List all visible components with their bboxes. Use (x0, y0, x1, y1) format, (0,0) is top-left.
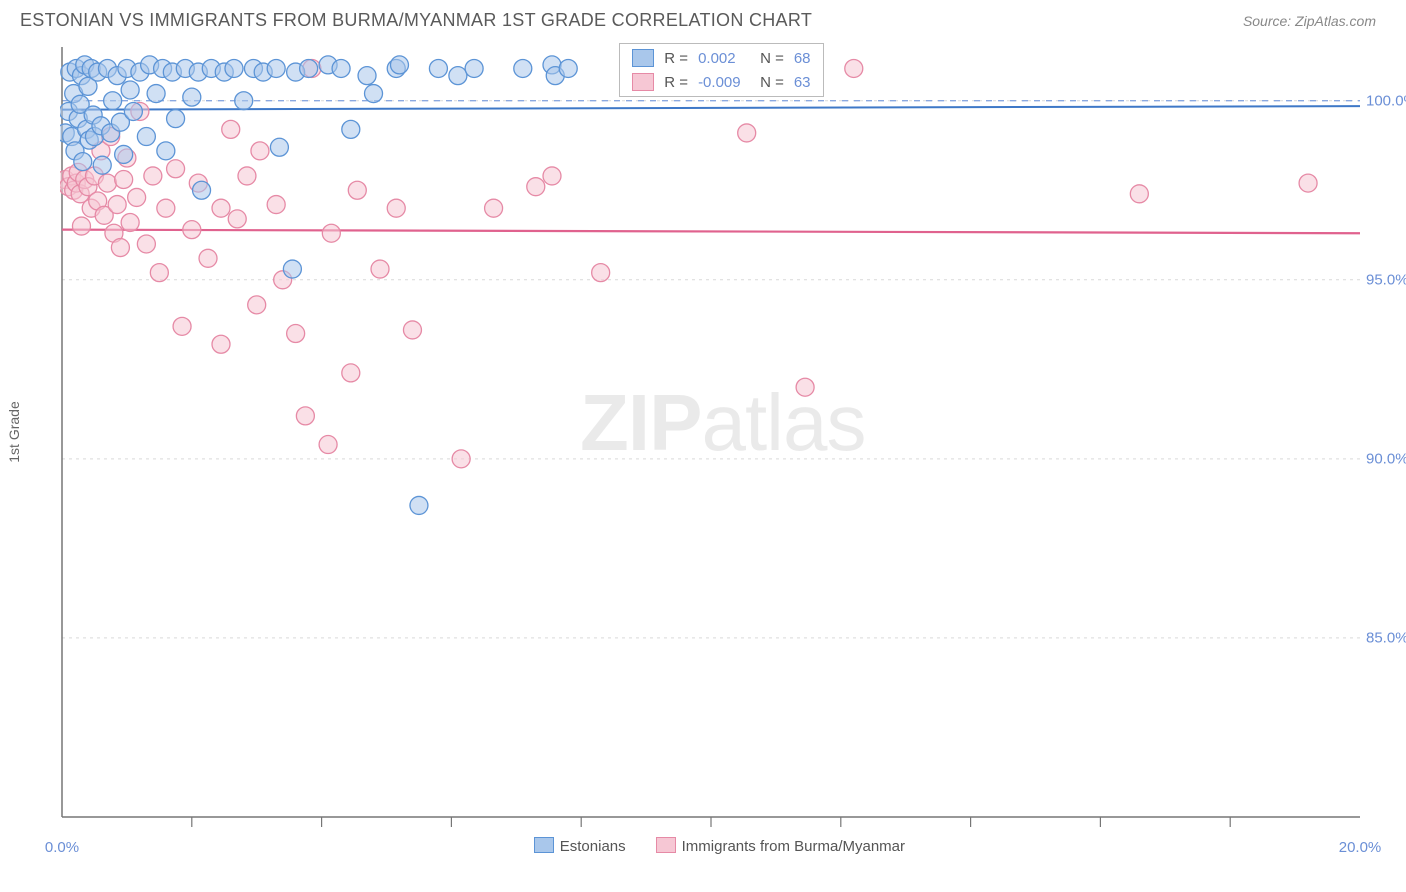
x-tick-label: 0.0% (45, 839, 79, 856)
legend-item: Estonians (534, 837, 626, 855)
legend-label: Estonians (560, 838, 626, 855)
correlation-legend-row: R = -0.009 N = 63 (620, 70, 822, 94)
n-value: 63 (794, 74, 811, 91)
y-tick-label: 95.0% (1366, 271, 1388, 288)
y-axis-label: 1st Grade (6, 401, 22, 462)
pink-swatch-icon (656, 837, 676, 853)
chart-title: ESTONIAN VS IMMIGRANTS FROM BURMA/MYANMA… (20, 10, 812, 31)
chart-area: 1st Grade ZIPatlas R =0.002N =68R =-0.00… (60, 37, 1386, 827)
scatter-plot (60, 37, 1376, 827)
n-label: N = (760, 74, 784, 91)
correlation-legend-row: R = 0.002 N = 68 (620, 46, 822, 70)
y-tick-label: 100.0% (1366, 92, 1388, 109)
legend-label: Immigrants from Burma/Myanmar (682, 838, 905, 855)
y-tick-label: 90.0% (1366, 450, 1388, 467)
correlation-legend: R = 0.002 N = 68 R = -0.009 N = 63 (619, 43, 823, 97)
y-tick-label: 85.0% (1366, 629, 1388, 646)
r-value: 0.002 (698, 50, 750, 67)
blue-swatch-icon (632, 49, 654, 67)
n-label: N = (760, 50, 784, 67)
legend-item: Immigrants from Burma/Myanmar (656, 837, 905, 855)
n-value: 68 (794, 50, 811, 67)
blue-swatch-icon (534, 837, 554, 853)
source-label: Source: ZipAtlas.com (1243, 13, 1376, 29)
x-tick-label: 20.0% (1339, 839, 1382, 856)
r-value: -0.009 (698, 74, 750, 91)
r-label: R = (664, 74, 688, 91)
r-label: R = (664, 50, 688, 67)
series-legend: Estonians Immigrants from Burma/Myanmar (534, 837, 905, 855)
pink-swatch-icon (632, 73, 654, 91)
